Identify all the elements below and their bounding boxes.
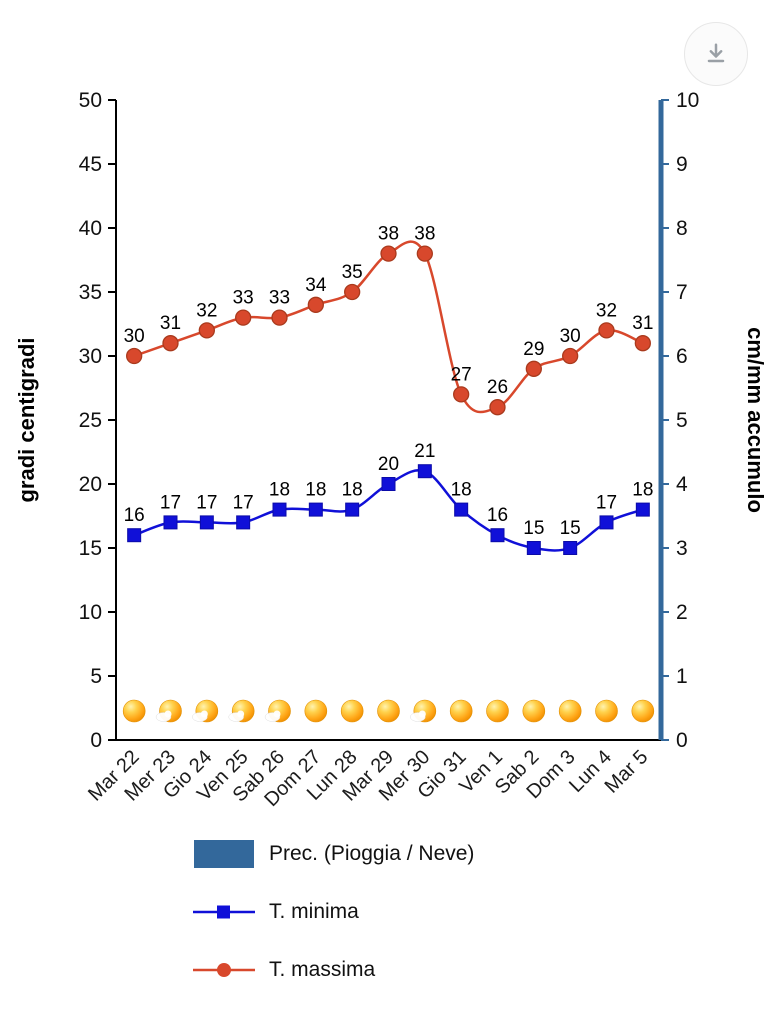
series-t-minima: 16 17 17 17 18 18 18 20 21 18 16 15 15 17 18 bbox=[124, 441, 653, 555]
sun-icon bbox=[304, 699, 328, 723]
weather-icons-row bbox=[122, 699, 655, 723]
svg-text:15: 15 bbox=[523, 518, 544, 539]
svg-text:31: 31 bbox=[160, 313, 181, 334]
svg-text:9: 9 bbox=[676, 153, 688, 176]
svg-text:15: 15 bbox=[560, 518, 581, 539]
svg-text:7: 7 bbox=[676, 281, 688, 304]
svg-text:15: 15 bbox=[79, 537, 102, 560]
svg-text:8: 8 bbox=[676, 217, 688, 240]
sun-icon bbox=[595, 699, 618, 723]
svg-text:50: 50 bbox=[79, 89, 102, 112]
svg-text:38: 38 bbox=[414, 224, 435, 245]
sun-cloud-icon bbox=[192, 699, 219, 723]
svg-text:10: 10 bbox=[79, 601, 102, 624]
sun-cloud-icon bbox=[410, 699, 437, 723]
series-t-massima: 30 31 32 33 33 34 35 38 38 27 26 29 30 32 31 bbox=[124, 224, 653, 416]
svg-text:34: 34 bbox=[305, 275, 327, 296]
svg-text:17: 17 bbox=[233, 492, 254, 513]
svg-text:17: 17 bbox=[160, 492, 181, 513]
svg-text:6: 6 bbox=[676, 345, 688, 368]
svg-text:10: 10 bbox=[676, 89, 699, 112]
svg-text:25: 25 bbox=[79, 409, 102, 432]
svg-text:35: 35 bbox=[79, 281, 102, 304]
svg-text:35: 35 bbox=[342, 262, 363, 283]
svg-text:27: 27 bbox=[451, 364, 472, 385]
svg-text:16: 16 bbox=[487, 505, 508, 526]
sun-icon bbox=[377, 699, 400, 723]
svg-text:18: 18 bbox=[305, 480, 326, 501]
svg-text:21: 21 bbox=[414, 441, 435, 462]
svg-text:0: 0 bbox=[676, 729, 688, 752]
svg-text:32: 32 bbox=[596, 300, 617, 321]
sun-icon bbox=[122, 699, 146, 723]
sun-cloud-icon bbox=[264, 699, 291, 723]
download-icon bbox=[707, 43, 725, 63]
sun-icon bbox=[522, 699, 546, 723]
svg-text:30: 30 bbox=[560, 326, 581, 347]
precipitation-swatch bbox=[194, 840, 254, 868]
svg-text:3: 3 bbox=[676, 537, 688, 560]
sun-icon bbox=[340, 699, 364, 723]
svg-text:18: 18 bbox=[342, 480, 363, 501]
svg-text:5: 5 bbox=[676, 409, 688, 432]
right-axis-title: cm/mm accumulo bbox=[743, 327, 768, 513]
svg-text:40: 40 bbox=[79, 217, 102, 240]
svg-text:17: 17 bbox=[596, 492, 617, 513]
svg-text:30: 30 bbox=[124, 326, 145, 347]
sun-icon bbox=[631, 699, 655, 723]
legend-item-t-minima: T. minima bbox=[193, 896, 774, 928]
svg-text:30: 30 bbox=[79, 345, 102, 368]
svg-text:5: 5 bbox=[90, 665, 102, 688]
svg-text:18: 18 bbox=[632, 480, 653, 501]
svg-text:20: 20 bbox=[378, 454, 399, 475]
svg-text:2: 2 bbox=[676, 601, 688, 624]
svg-text:1: 1 bbox=[676, 665, 688, 688]
sun-icon bbox=[558, 699, 582, 723]
svg-text:4: 4 bbox=[676, 473, 688, 496]
legend-item-precipitation: Prec. (Pioggia / Neve) bbox=[193, 838, 774, 870]
t-minima-swatch bbox=[193, 905, 255, 919]
legend-label-t-massima: T. massima bbox=[269, 958, 376, 981]
download-button[interactable] bbox=[684, 22, 748, 86]
sun-cloud-icon bbox=[228, 699, 255, 723]
legend-label-t-minima: T. minima bbox=[269, 900, 359, 923]
svg-text:32: 32 bbox=[196, 300, 217, 321]
legend-item-t-massima: T. massima bbox=[193, 954, 774, 986]
temperature-precipitation-chart: gradi centigradi cm/mm accumulo 05101520… bbox=[14, 89, 768, 811]
svg-text:45: 45 bbox=[79, 153, 102, 176]
svg-text:18: 18 bbox=[269, 480, 290, 501]
sun-icon bbox=[486, 699, 509, 723]
svg-text:16: 16 bbox=[124, 505, 145, 526]
svg-text:31: 31 bbox=[632, 313, 653, 334]
svg-text:18: 18 bbox=[451, 480, 472, 501]
sun-icon bbox=[449, 699, 473, 723]
left-axis-title: gradi centigradi bbox=[14, 337, 39, 502]
legend-label-precipitation: Prec. (Pioggia / Neve) bbox=[269, 842, 475, 865]
chart-legend: Prec. (Pioggia / Neve) T. minima T. mass… bbox=[193, 838, 774, 986]
svg-text:Mar 5: Mar 5 bbox=[601, 746, 653, 798]
svg-text:0: 0 bbox=[90, 729, 102, 752]
svg-text:20: 20 bbox=[79, 473, 102, 496]
svg-text:38: 38 bbox=[378, 224, 399, 245]
svg-text:33: 33 bbox=[233, 288, 254, 309]
t-massima-swatch bbox=[193, 963, 255, 977]
svg-text:26: 26 bbox=[487, 377, 508, 398]
svg-text:33: 33 bbox=[269, 288, 290, 309]
svg-text:29: 29 bbox=[523, 339, 544, 360]
svg-text:17: 17 bbox=[196, 492, 217, 513]
sun-cloud-icon bbox=[155, 699, 182, 723]
